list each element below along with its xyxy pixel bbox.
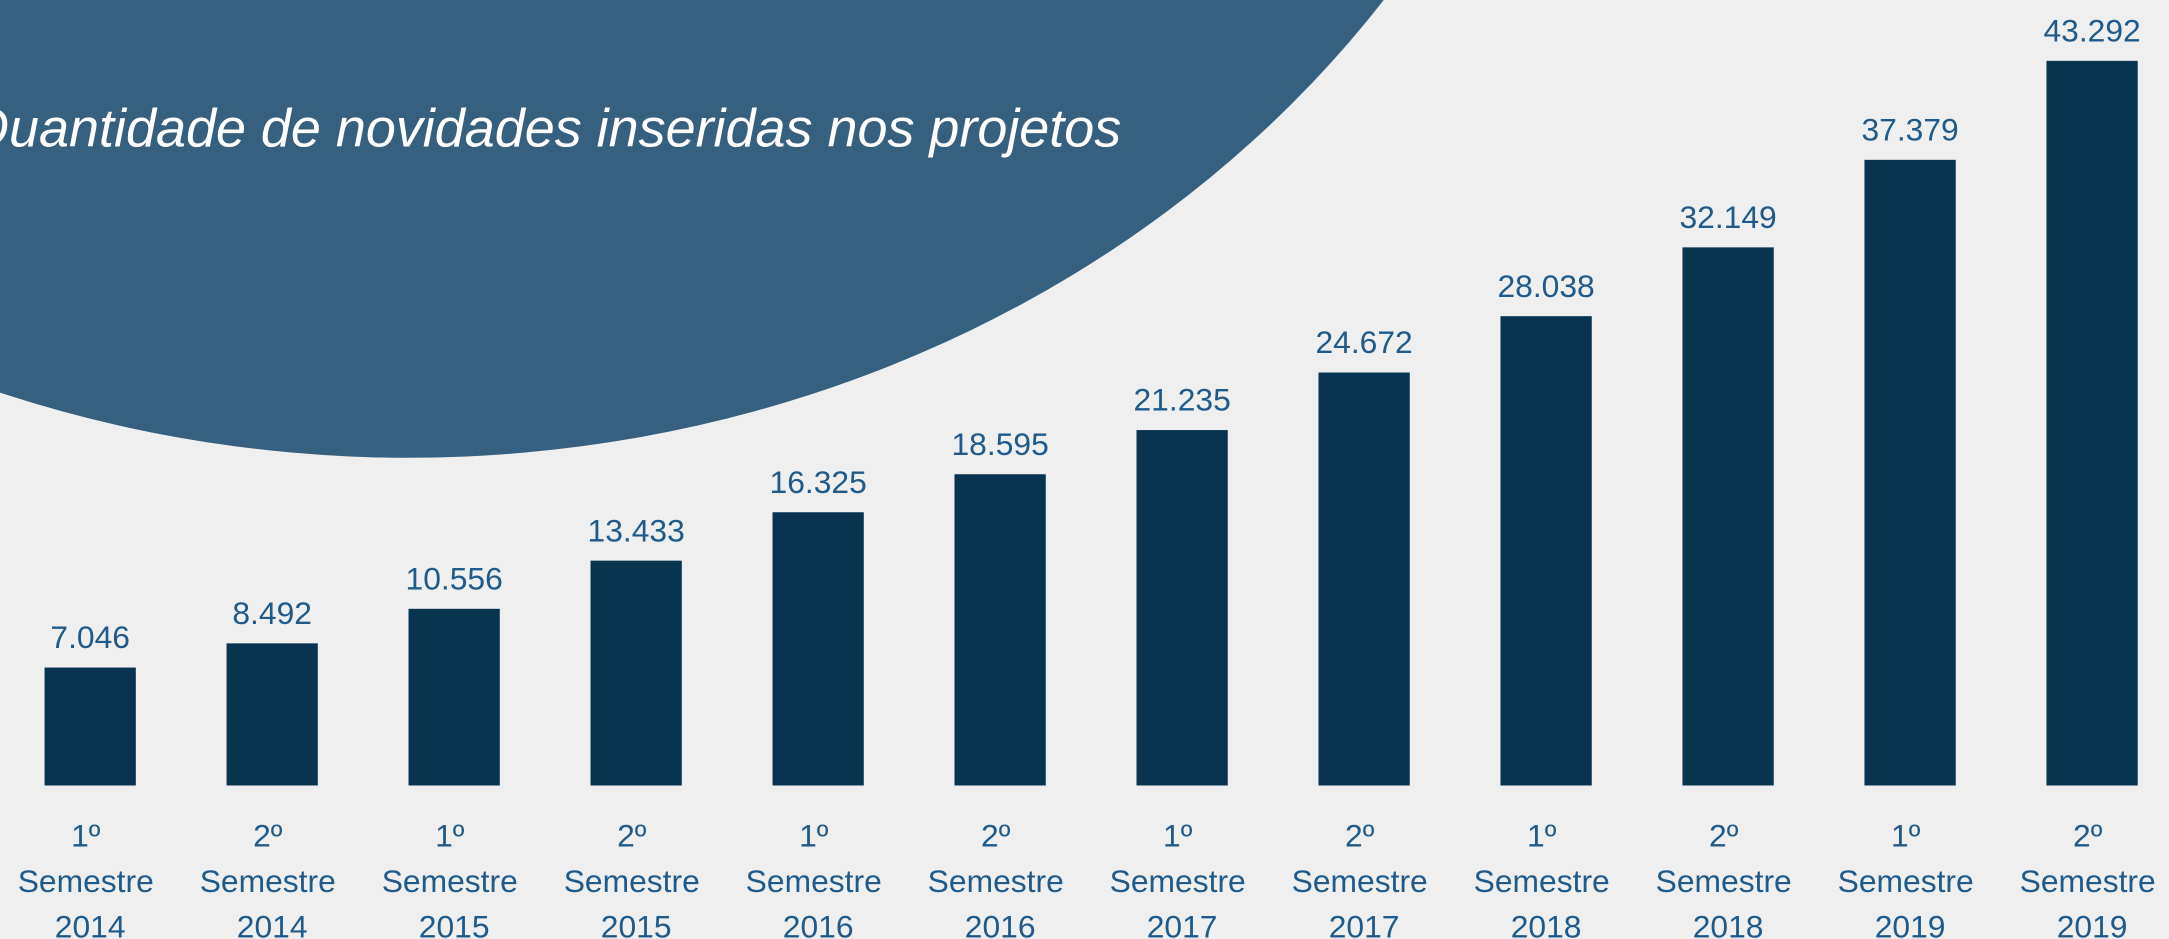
x-tick-label: 1º Semestre 2015 [382, 817, 527, 939]
decorative-shape [0, 0, 1384, 458]
x-tick-label: 2º Semestre 2019 [2020, 817, 2165, 939]
bar [1864, 159, 1956, 786]
x-tick-label: 1º Semestre 2014 [18, 817, 163, 939]
bar [1682, 247, 1774, 786]
x-tick-label: 2º Semestre 2016 [928, 817, 1073, 939]
data-label: 18.595 [952, 426, 1049, 462]
data-label: 16.325 [770, 464, 867, 500]
data-label: 7.046 [50, 619, 130, 655]
data-label: 10.556 [406, 560, 503, 596]
data-label: 8.492 [232, 595, 312, 631]
x-tick-label: 2º Semestre 2018 [1656, 817, 1801, 939]
data-label: 28.038 [1497, 268, 1594, 304]
x-tick-label: 1º Semestre 2016 [746, 817, 891, 939]
data-label: 32.149 [1679, 199, 1776, 235]
data-label: 13.433 [588, 512, 685, 548]
bar [590, 560, 682, 786]
bar [772, 512, 864, 786]
bar [408, 608, 500, 786]
x-tick-label: 2º Semestre 2017 [1292, 817, 1437, 939]
data-label: 24.672 [1315, 324, 1412, 360]
x-tick-label: 1º Semestre 2019 [1838, 817, 1983, 939]
bar [954, 474, 1046, 786]
bar [2046, 60, 2138, 786]
x-tick-label: 2º Semestre 2015 [564, 817, 709, 939]
bar [1318, 372, 1410, 786]
x-tick-label: 2º Semestre 2014 [200, 817, 345, 939]
bar [1500, 316, 1592, 786]
chart-title: Quantidade de novidades inseridas nos pr… [0, 99, 1121, 159]
x-tick-label: 1º Semestre 2018 [1474, 817, 1619, 939]
data-label: 43.292 [2043, 12, 2140, 48]
bar [226, 643, 318, 786]
data-label: 21.235 [1134, 382, 1231, 418]
bar [44, 667, 136, 786]
data-label: 37.379 [1861, 111, 1958, 147]
bar [1136, 430, 1228, 786]
x-tick-label: 1º Semestre 2017 [1110, 817, 1255, 939]
